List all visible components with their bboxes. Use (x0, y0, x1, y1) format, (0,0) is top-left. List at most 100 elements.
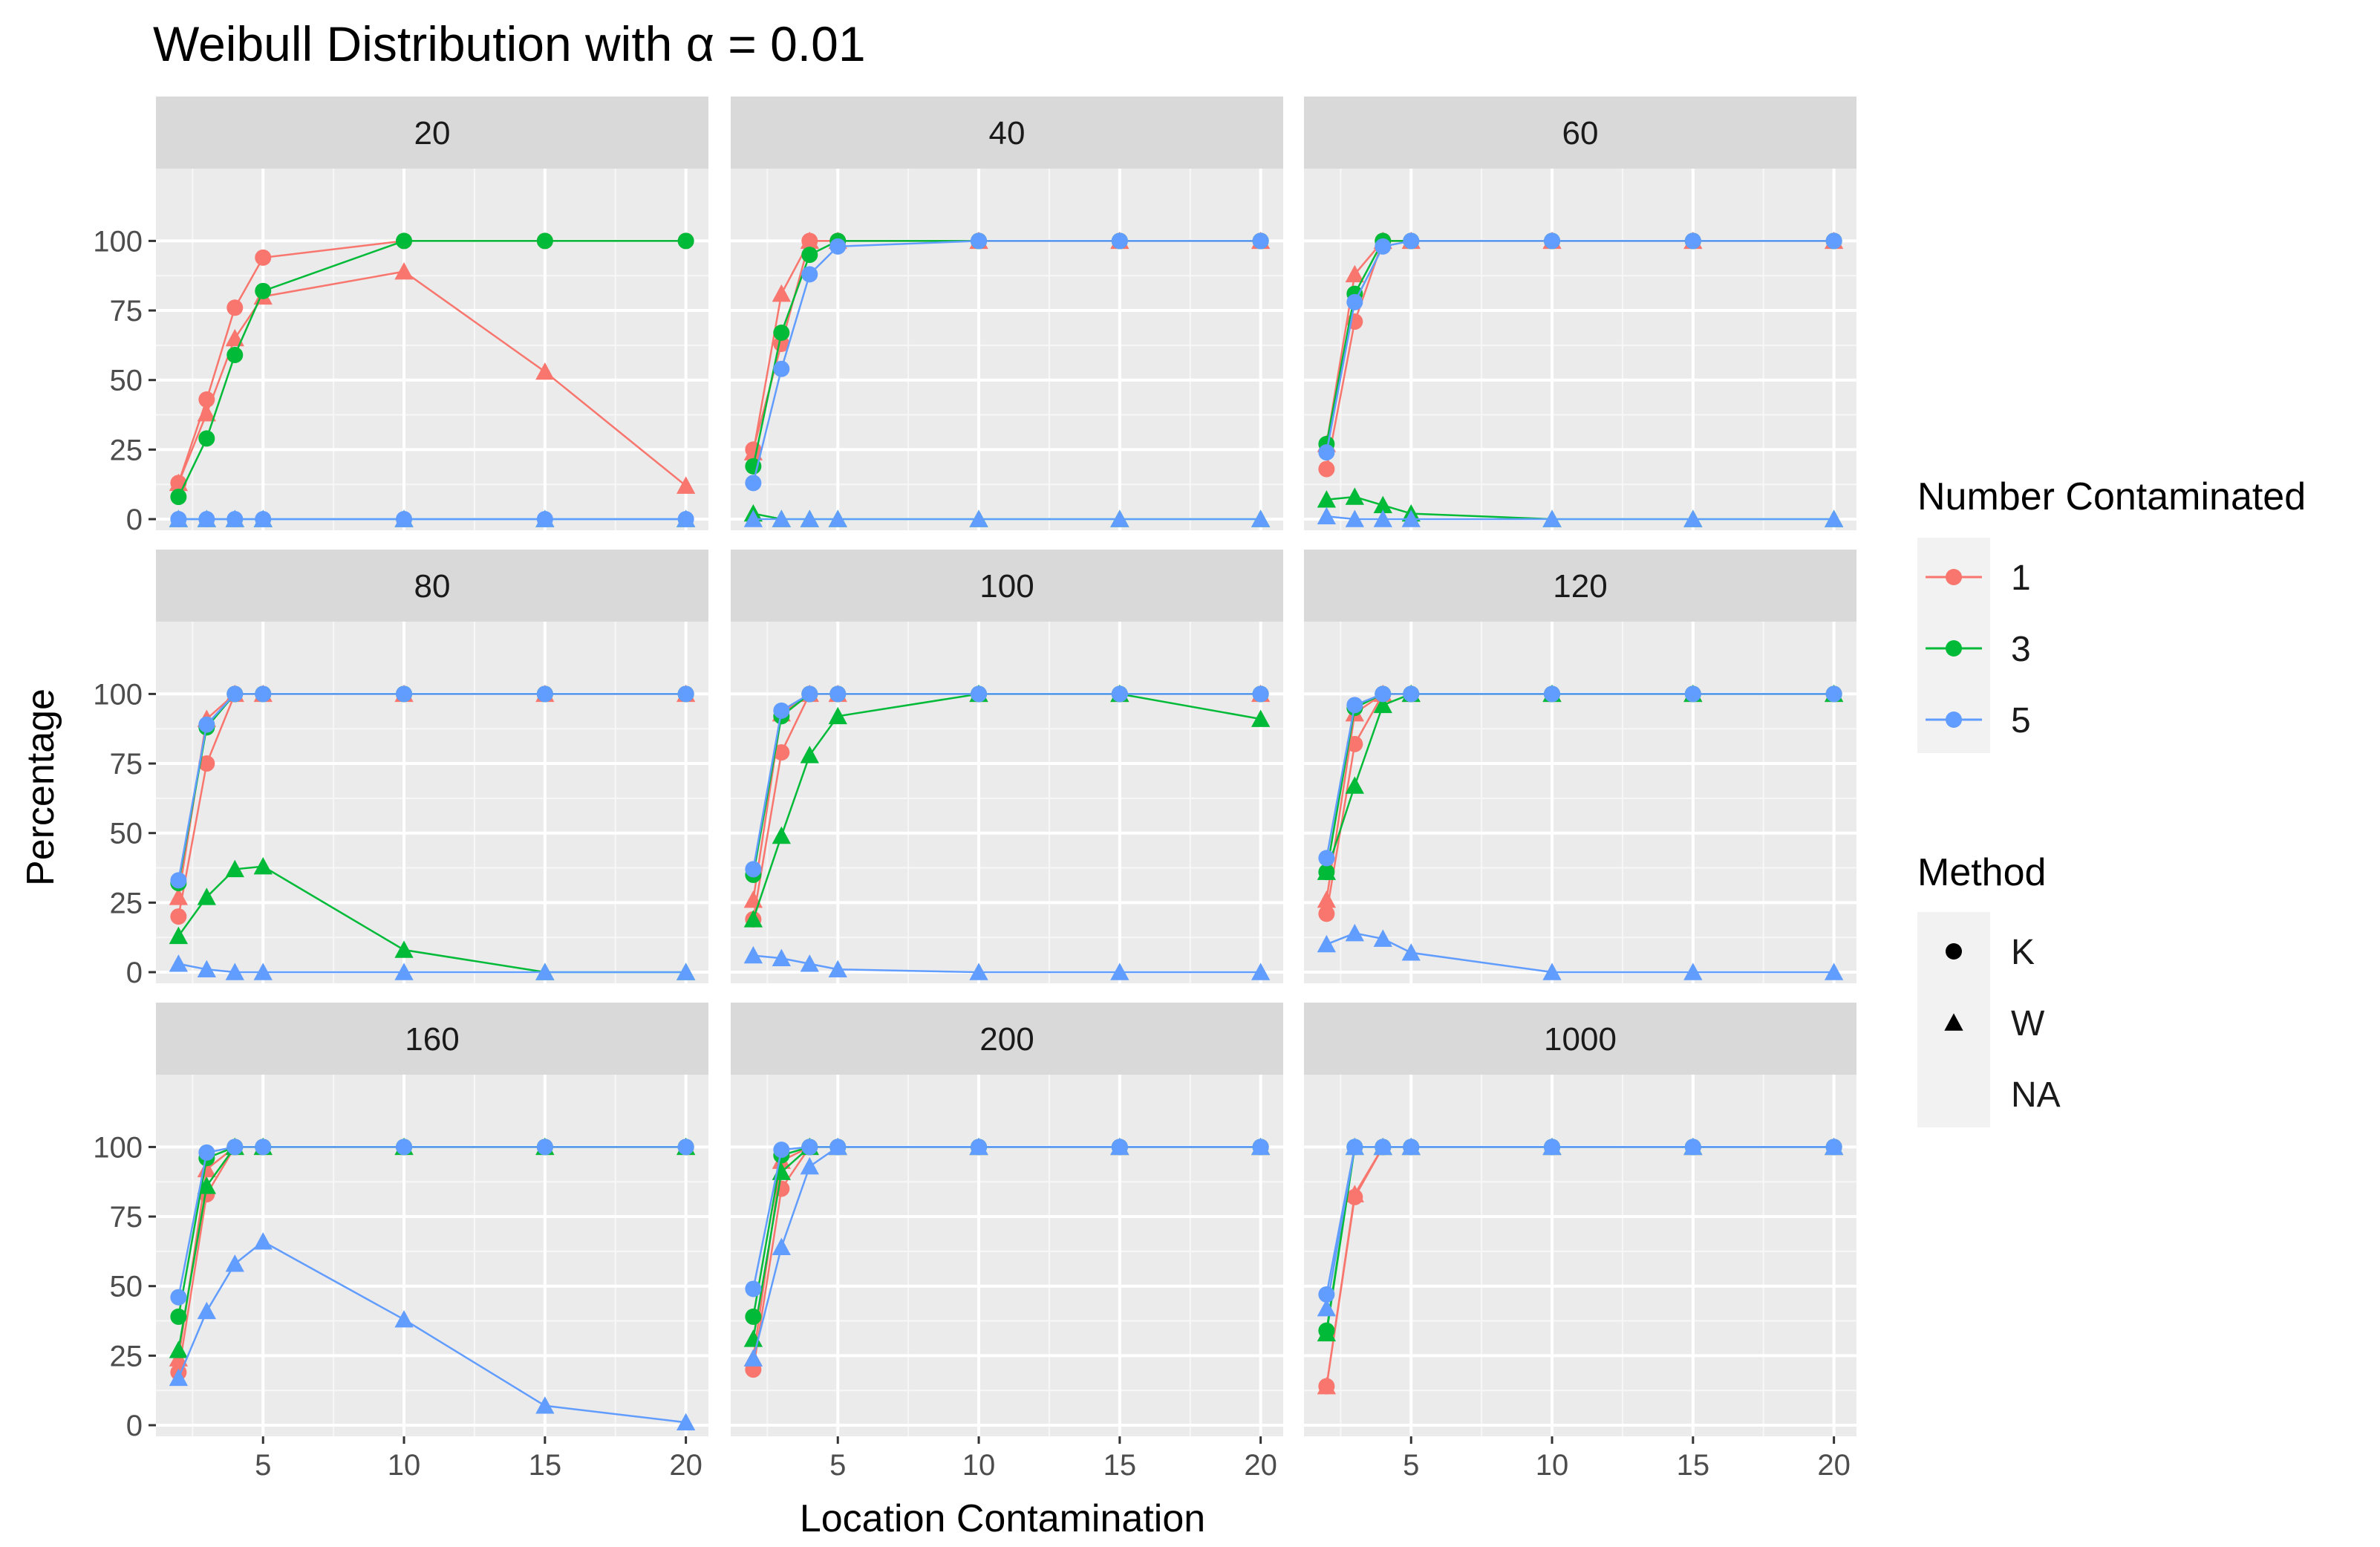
data-point (1317, 490, 1337, 508)
facet-strip-label: 1000 (1544, 1021, 1617, 1058)
legend-item-3: 3 (1926, 630, 2031, 669)
y-tick-label: 0 (126, 504, 143, 536)
data-point (170, 908, 187, 925)
data-point (676, 509, 696, 527)
data-point (800, 1156, 819, 1175)
x-tick-label: 15 (1103, 1449, 1137, 1482)
data-point (169, 954, 189, 972)
y-tick-label: 25 (110, 1340, 143, 1372)
y-tick-label: 25 (110, 887, 143, 919)
data-point (225, 328, 244, 347)
data-point (535, 509, 555, 527)
legend-item-NA: NA (2011, 1075, 2061, 1115)
data-point (1824, 509, 1844, 527)
facet-strip-label: 80 (414, 568, 451, 605)
data-point (225, 509, 244, 527)
series-nc5-K (745, 232, 1269, 492)
data-point (170, 489, 187, 506)
y-tick-label: 75 (110, 1201, 143, 1234)
data-point (772, 284, 791, 302)
data-point (801, 266, 818, 283)
facet-strip-label: 20 (414, 115, 451, 152)
panel-background (1304, 622, 1856, 983)
data-point (801, 247, 818, 264)
facet-strip (731, 97, 1283, 169)
data-point (1252, 685, 1269, 703)
data-point (170, 1289, 187, 1306)
data-point (394, 940, 414, 958)
data-point (1345, 1137, 1364, 1156)
series-nc3-K (170, 232, 694, 506)
y-tick-label: 100 (93, 1131, 143, 1164)
x-tick-label: 10 (962, 1449, 996, 1482)
data-point (225, 859, 244, 878)
facet-panel-60: 60 (1304, 97, 1856, 530)
facet-strip-label: 160 (405, 1021, 459, 1058)
data-point (1346, 697, 1363, 714)
x-tick-label: 20 (1244, 1449, 1277, 1482)
data-point (197, 509, 216, 527)
facet-panel-20: 20 0 25 50 75 100 (93, 97, 708, 536)
facet-strip (1304, 1003, 1856, 1075)
x-tick-label: 10 (388, 1449, 421, 1482)
data-point (829, 685, 847, 703)
y-axis-title: Percentage (19, 688, 62, 886)
facet-strip-label: 60 (1562, 115, 1599, 152)
legend-circle (1946, 640, 1962, 657)
data-point (169, 926, 189, 945)
legend-label: 3 (2011, 630, 2031, 669)
legend-title-method: Method (1917, 851, 2046, 894)
data-point (394, 1310, 414, 1328)
data-point (1375, 238, 1392, 255)
panel-background (156, 1075, 708, 1436)
data-point (772, 1237, 791, 1256)
facet-strip (731, 1003, 1283, 1075)
legend-item-5: 5 (1926, 701, 2031, 740)
data-point (225, 1254, 244, 1272)
data-point (1825, 232, 1842, 250)
facet-strip (156, 97, 708, 169)
facet-strip-label: 100 (979, 568, 1034, 605)
x-tick-label: 20 (669, 1449, 702, 1482)
series-nc5-K (745, 685, 1269, 878)
data-point (253, 1232, 273, 1250)
facet-strip (1304, 550, 1856, 622)
data-point (745, 1308, 762, 1325)
facet-panel-1000: 1000 5 10 15 20 (1304, 1003, 1856, 1482)
data-point (800, 231, 819, 250)
panel-background (1304, 1075, 1856, 1436)
x-tick-label: 15 (529, 1449, 562, 1482)
facet-panel-100: 100 (731, 550, 1283, 983)
data-point (226, 1139, 244, 1156)
data-point (253, 509, 273, 527)
y-tick-label: 100 (93, 225, 143, 258)
facet-panel-120: 120 (1304, 550, 1856, 983)
y-tick-label: 75 (110, 748, 143, 781)
data-point (1345, 923, 1364, 942)
data-point (1110, 509, 1129, 527)
data-point (1403, 232, 1420, 250)
data-point (743, 509, 763, 527)
data-point (971, 232, 988, 250)
data-point (1345, 1185, 1364, 1202)
x-tick-label: 15 (1677, 1449, 1710, 1482)
data-point (1111, 232, 1128, 250)
data-point (1318, 444, 1335, 461)
data-point (745, 1280, 762, 1297)
data-point (396, 232, 413, 250)
data-point (197, 404, 216, 422)
data-point (536, 1139, 553, 1156)
series-nc5-K (170, 685, 694, 889)
data-point (197, 1176, 216, 1194)
data-point (535, 963, 555, 980)
data-point (1345, 264, 1364, 283)
data-point (1346, 293, 1363, 310)
series-nc5-W (169, 954, 696, 980)
data-point (394, 509, 414, 527)
data-point (1373, 1137, 1392, 1156)
data-point (1683, 1137, 1703, 1156)
data-point (800, 746, 819, 763)
data-point (1345, 509, 1364, 527)
legend-circle (1946, 569, 1962, 585)
